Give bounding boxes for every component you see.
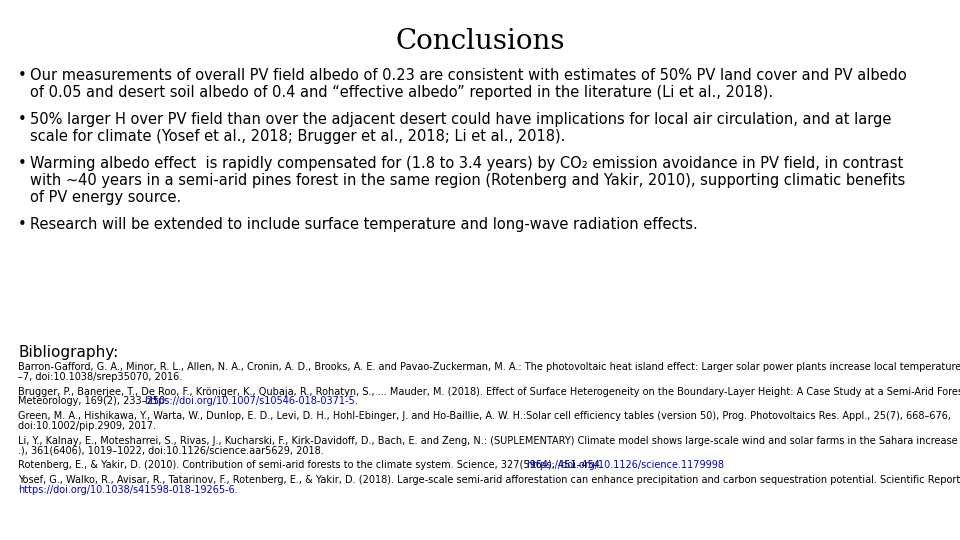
Text: •: • — [18, 217, 27, 232]
Text: Brugger, P., Banerjee, T., De Roo, F., Kröniger, K., Qubaja, R., Rohatyn, S., ..: Brugger, P., Banerjee, T., De Roo, F., K… — [18, 387, 960, 396]
Text: •: • — [18, 112, 27, 127]
Text: with ~40 years in a semi-arid pines forest in the same region (Rotenberg and Yak: with ~40 years in a semi-arid pines fore… — [30, 173, 905, 188]
Text: –7, doi:10.1038/srep35070, 2016.: –7, doi:10.1038/srep35070, 2016. — [18, 372, 182, 382]
Text: Li, Y., Kalnay, E., Motesharrei, S., Rivas, J., Kucharski, F., Kirk-Davidoff, D.: Li, Y., Kalnay, E., Motesharrei, S., Riv… — [18, 436, 960, 446]
Text: https://doi.org/10.1126/science.1179998: https://doi.org/10.1126/science.1179998 — [526, 461, 724, 470]
Text: Rotenberg, E., & Yakir, D. (2010). Contribution of semi-arid forests to the clim: Rotenberg, E., & Yakir, D. (2010). Contr… — [18, 461, 606, 470]
Text: doi:10.1002/pip.2909, 2017.: doi:10.1002/pip.2909, 2017. — [18, 421, 156, 431]
Text: •: • — [18, 156, 27, 171]
Text: of 0.05 and desert soil albedo of 0.4 and “effective albedo” reported in the lit: of 0.05 and desert soil albedo of 0.4 an… — [30, 85, 773, 100]
Text: https://doi.org/10.1007/s10546-018-0371-5.: https://doi.org/10.1007/s10546-018-0371-… — [144, 396, 358, 407]
Text: Conclusions: Conclusions — [396, 28, 564, 55]
Text: Bibliography:: Bibliography: — [18, 345, 118, 360]
Text: https://doi.org/10.1038/s41598-018-19265-6.: https://doi.org/10.1038/s41598-018-19265… — [18, 485, 238, 495]
Text: Our measurements of overall PV field albedo of 0.23 are consistent with estimate: Our measurements of overall PV field alb… — [30, 68, 907, 83]
Text: Warming albedo effect  is rapidly compensated for (1.8 to 3.4 years) by CO₂ emis: Warming albedo effect is rapidly compens… — [30, 156, 903, 171]
Text: of PV energy source.: of PV energy source. — [30, 190, 181, 205]
Text: .), 361(6406), 1019–1022, doi:10.1126/science.aar5629, 2018.: .), 361(6406), 1019–1022, doi:10.1126/sc… — [18, 446, 324, 456]
Text: scale for climate (Yosef et al., 2018; Brugger et al., 2018; Li et al., 2018).: scale for climate (Yosef et al., 2018; B… — [30, 129, 565, 144]
Text: •: • — [18, 68, 27, 83]
Text: 50% larger H over PV field than over the adjacent desert could have implications: 50% larger H over PV field than over the… — [30, 112, 892, 127]
Text: Meteorology, 169(2), 233–250.: Meteorology, 169(2), 233–250. — [18, 396, 171, 407]
Text: Barron-Gafford, G. A., Minor, R. L., Allen, N. A., Cronin, A. D., Brooks, A. E. : Barron-Gafford, G. A., Minor, R. L., All… — [18, 362, 960, 372]
Text: Yosef, G., Walko, R., Avisar, R., Tatarinov, F., Rotenberg, E., & Yakir, D. (201: Yosef, G., Walko, R., Avisar, R., Tatari… — [18, 475, 960, 485]
Text: Research will be extended to include surface temperature and long-wave radiation: Research will be extended to include sur… — [30, 217, 698, 232]
Text: Green, M. A., Hishikawa, Y., Warta, W., Dunlop, E. D., Levi, D. H., Hohl-Ebinger: Green, M. A., Hishikawa, Y., Warta, W., … — [18, 411, 951, 421]
